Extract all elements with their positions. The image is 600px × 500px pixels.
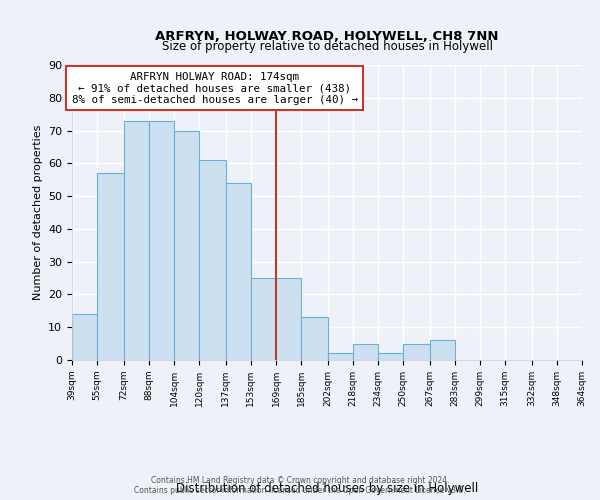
Text: Size of property relative to detached houses in Holywell: Size of property relative to detached ho… [161,40,493,53]
Bar [430,340,455,360]
Bar [226,183,251,360]
Bar [149,120,174,360]
Bar [328,354,353,360]
Bar [72,314,97,360]
X-axis label: Distribution of detached houses by size in Holywell: Distribution of detached houses by size … [176,482,478,496]
Bar [124,120,149,360]
Text: Contains HM Land Registry data © Crown copyright and database right 2024.
Contai: Contains HM Land Registry data © Crown c… [134,476,466,495]
Y-axis label: Number of detached properties: Number of detached properties [32,125,43,300]
Title: ARFRYN, HOLWAY ROAD, HOLYWELL, CH8 7NN: ARFRYN, HOLWAY ROAD, HOLYWELL, CH8 7NN [155,30,499,43]
Bar [251,278,276,360]
Text: ARFRYN HOLWAY ROAD: 174sqm
← 91% of detached houses are smaller (438)
8% of semi: ARFRYN HOLWAY ROAD: 174sqm ← 91% of deta… [72,72,358,105]
Bar [403,344,430,360]
Bar [378,354,403,360]
Bar [276,278,301,360]
Bar [353,344,378,360]
Bar [199,160,226,360]
Bar [301,318,328,360]
Bar [174,130,199,360]
Bar [97,173,124,360]
